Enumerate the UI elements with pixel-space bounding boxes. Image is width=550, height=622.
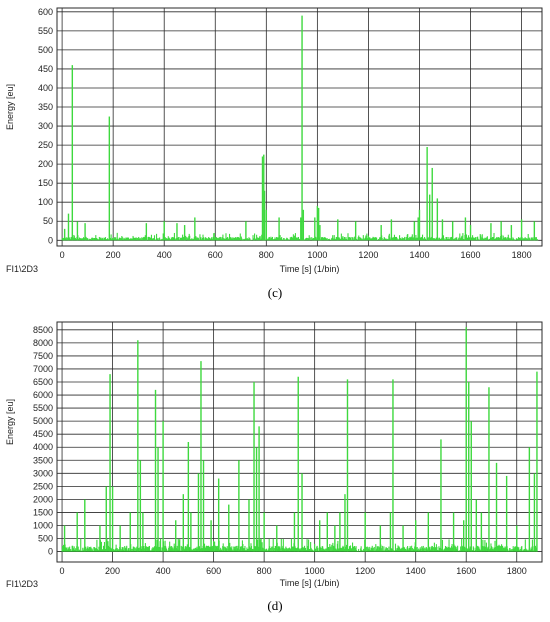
x-tick-label: 600	[206, 566, 221, 576]
figure-caption: (c)	[268, 285, 282, 300]
x-tick-label: 0	[60, 250, 65, 260]
y-tick-label: 0	[48, 547, 53, 557]
x-tick-label: 800	[259, 250, 274, 260]
y-tick-label: 600	[38, 7, 53, 17]
x-tick-label: 1000	[307, 250, 327, 260]
x-tick-label: 1800	[512, 250, 532, 260]
x-tick-label: 0	[60, 566, 65, 576]
x-tick-label: 1200	[355, 566, 375, 576]
chart-1: 0 200 400 600 800 1000 1200 1400 1600 1800 0 500 100…	[5, 321, 543, 613]
y-tick-label: 8000	[33, 338, 53, 348]
x-tick-label: 1600	[456, 566, 476, 576]
x-tick-label: 1400	[406, 566, 426, 576]
y-tick-label: 0	[48, 235, 53, 245]
x-tick-label: 1200	[358, 250, 378, 260]
y-tick-label: 5000	[33, 416, 53, 426]
y-tick-label: 1500	[33, 507, 53, 517]
y-axis-label: Energy [eu]	[5, 84, 15, 130]
chart-0: 0 200 400 600 800 1000 1200 1400 1600 1800 0 50 100 1…	[5, 7, 543, 300]
plot-frame	[56, 321, 543, 563]
y-tick-label: 7000	[33, 364, 53, 374]
x-tick-label: 400	[157, 250, 172, 260]
y-tick-label: 500	[38, 45, 53, 55]
y-axis-label: Energy [eu]	[5, 399, 15, 445]
x-tick-label: 600	[208, 250, 223, 260]
y-tick-label: 8500	[33, 325, 53, 335]
channel-label: FI1\2D3	[6, 579, 38, 589]
x-tick-label: 1000	[305, 566, 325, 576]
y-tick-label: 6500	[33, 377, 53, 387]
y-tick-label: 150	[38, 178, 53, 188]
y-tick-label: 400	[38, 83, 53, 93]
y-tick-label: 550	[38, 26, 53, 36]
y-tick-label: 7500	[33, 351, 53, 361]
x-tick-label: 200	[105, 566, 120, 576]
x-axis-label: Time [s] (1/bin)	[280, 578, 340, 588]
x-tick-label: 1600	[461, 250, 481, 260]
y-tick-label: 6000	[33, 390, 53, 400]
y-tick-label: 100	[38, 197, 53, 207]
channel-label: FI1\2D3	[6, 264, 38, 274]
x-tick-label: 1400	[409, 250, 429, 260]
y-tick-label: 2000	[33, 494, 53, 504]
y-tick-label: 5500	[33, 403, 53, 413]
y-tick-label: 1000	[33, 520, 53, 530]
y-tick-label: 350	[38, 102, 53, 112]
y-tick-label: 3000	[33, 468, 53, 478]
y-tick-label: 200	[38, 159, 53, 169]
y-tick-label: 500	[38, 534, 53, 544]
y-tick-label: 300	[38, 121, 53, 131]
x-tick-label: 1800	[507, 566, 527, 576]
plot-frame	[56, 7, 543, 247]
figure-caption: (d)	[267, 598, 282, 613]
y-tick-label: 450	[38, 64, 53, 74]
x-axis-label: Time [s] (1/bin)	[280, 264, 340, 274]
x-tick-label: 200	[106, 250, 121, 260]
y-tick-label: 250	[38, 140, 53, 150]
y-tick-label: 2500	[33, 481, 53, 491]
y-tick-label: 3500	[33, 455, 53, 465]
x-tick-label: 800	[257, 566, 272, 576]
x-tick-label: 400	[156, 566, 171, 576]
y-tick-label: 4500	[33, 429, 53, 439]
y-tick-label: 50	[43, 216, 53, 226]
y-tick-label: 4000	[33, 442, 53, 452]
